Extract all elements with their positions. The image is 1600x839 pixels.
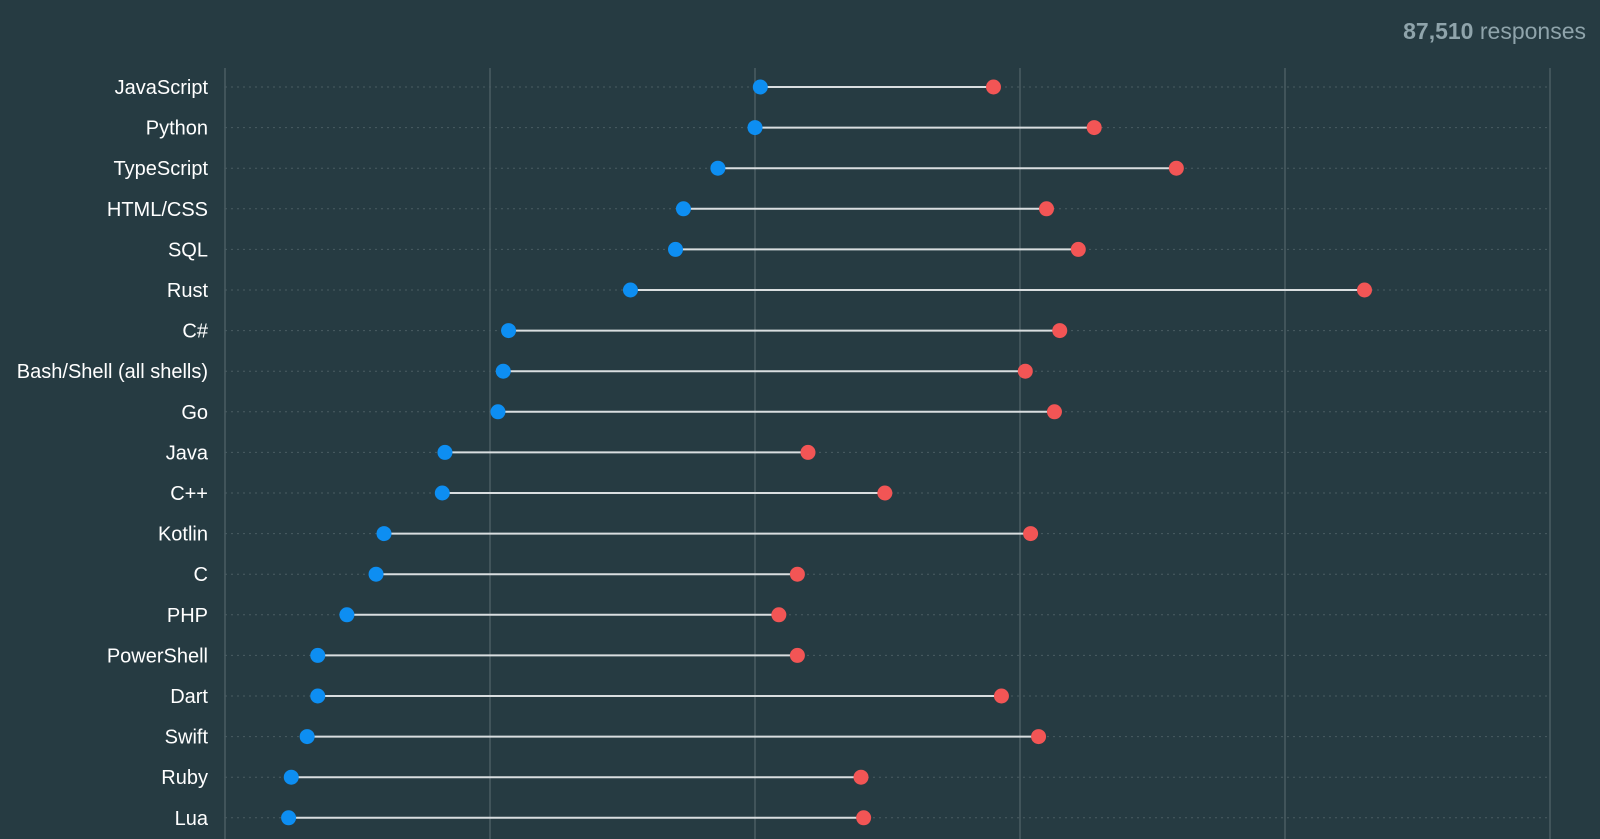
dot-series-a <box>437 444 453 460</box>
dot-series-b <box>1023 526 1039 542</box>
dot-series-b <box>1017 363 1033 379</box>
dot-series-a <box>752 79 768 95</box>
dot-series-a <box>368 566 384 582</box>
dot-series-b <box>789 566 805 582</box>
category-label: Python <box>146 118 208 140</box>
dot-series-b <box>1031 729 1047 745</box>
category-label: Kotlin <box>158 524 208 546</box>
category-label: C <box>194 564 208 586</box>
dot-series-a <box>310 688 326 704</box>
category-label: Lua <box>175 808 209 830</box>
dot-series-a <box>622 282 638 298</box>
category-label: HTML/CSS <box>107 199 208 221</box>
dot-series-b <box>1357 282 1372 298</box>
category-label: Java <box>166 442 209 464</box>
category-label: TypeScript <box>114 158 209 180</box>
dot-series-b <box>856 810 872 826</box>
dot-series-b <box>1168 160 1184 176</box>
dot-series-b <box>993 688 1009 704</box>
response-count-number: 87,510 <box>1403 18 1474 44</box>
dot-series-a <box>495 363 511 379</box>
response-count: 87,510 responses <box>1403 18 1586 45</box>
dot-series-b <box>1046 404 1062 420</box>
dot-series-a <box>668 241 683 257</box>
category-label: SQL <box>168 239 208 261</box>
dot-series-b <box>877 485 893 501</box>
dot-series-a <box>339 607 355 623</box>
category-label: JavaScript <box>115 77 209 99</box>
dot-series-a <box>283 769 299 785</box>
response-count-label: responses <box>1479 18 1586 44</box>
category-label: PHP <box>167 605 208 627</box>
dot-series-b <box>1052 323 1068 339</box>
dot-series-a <box>434 485 450 501</box>
dot-series-a <box>376 526 392 542</box>
dot-series-a <box>747 120 763 136</box>
dot-series-b <box>789 647 805 663</box>
category-label: C++ <box>170 483 208 505</box>
dot-series-a <box>501 323 517 339</box>
category-label: PowerShell <box>107 645 208 667</box>
category-label: Go <box>181 402 208 424</box>
dot-series-a <box>281 810 297 826</box>
dot-series-a <box>675 201 691 217</box>
dot-series-b <box>1086 120 1102 136</box>
category-label: Bash/Shell (all shells) <box>17 361 208 383</box>
dot-series-b <box>986 79 1001 95</box>
dot-series-a <box>299 729 315 745</box>
dot-series-b <box>853 769 869 785</box>
category-label: C# <box>182 321 208 343</box>
dot-series-a <box>310 647 326 663</box>
category-label: Dart <box>170 686 208 708</box>
dot-series-b <box>771 607 787 623</box>
category-label: Rust <box>167 280 209 302</box>
dot-series-b <box>800 444 816 460</box>
dot-series-a <box>710 160 726 176</box>
dot-series-b <box>1070 241 1086 257</box>
category-label: Ruby <box>161 767 208 789</box>
category-label: Swift <box>165 727 209 749</box>
dot-series-a <box>490 404 506 420</box>
dot-series-b <box>1039 201 1054 217</box>
